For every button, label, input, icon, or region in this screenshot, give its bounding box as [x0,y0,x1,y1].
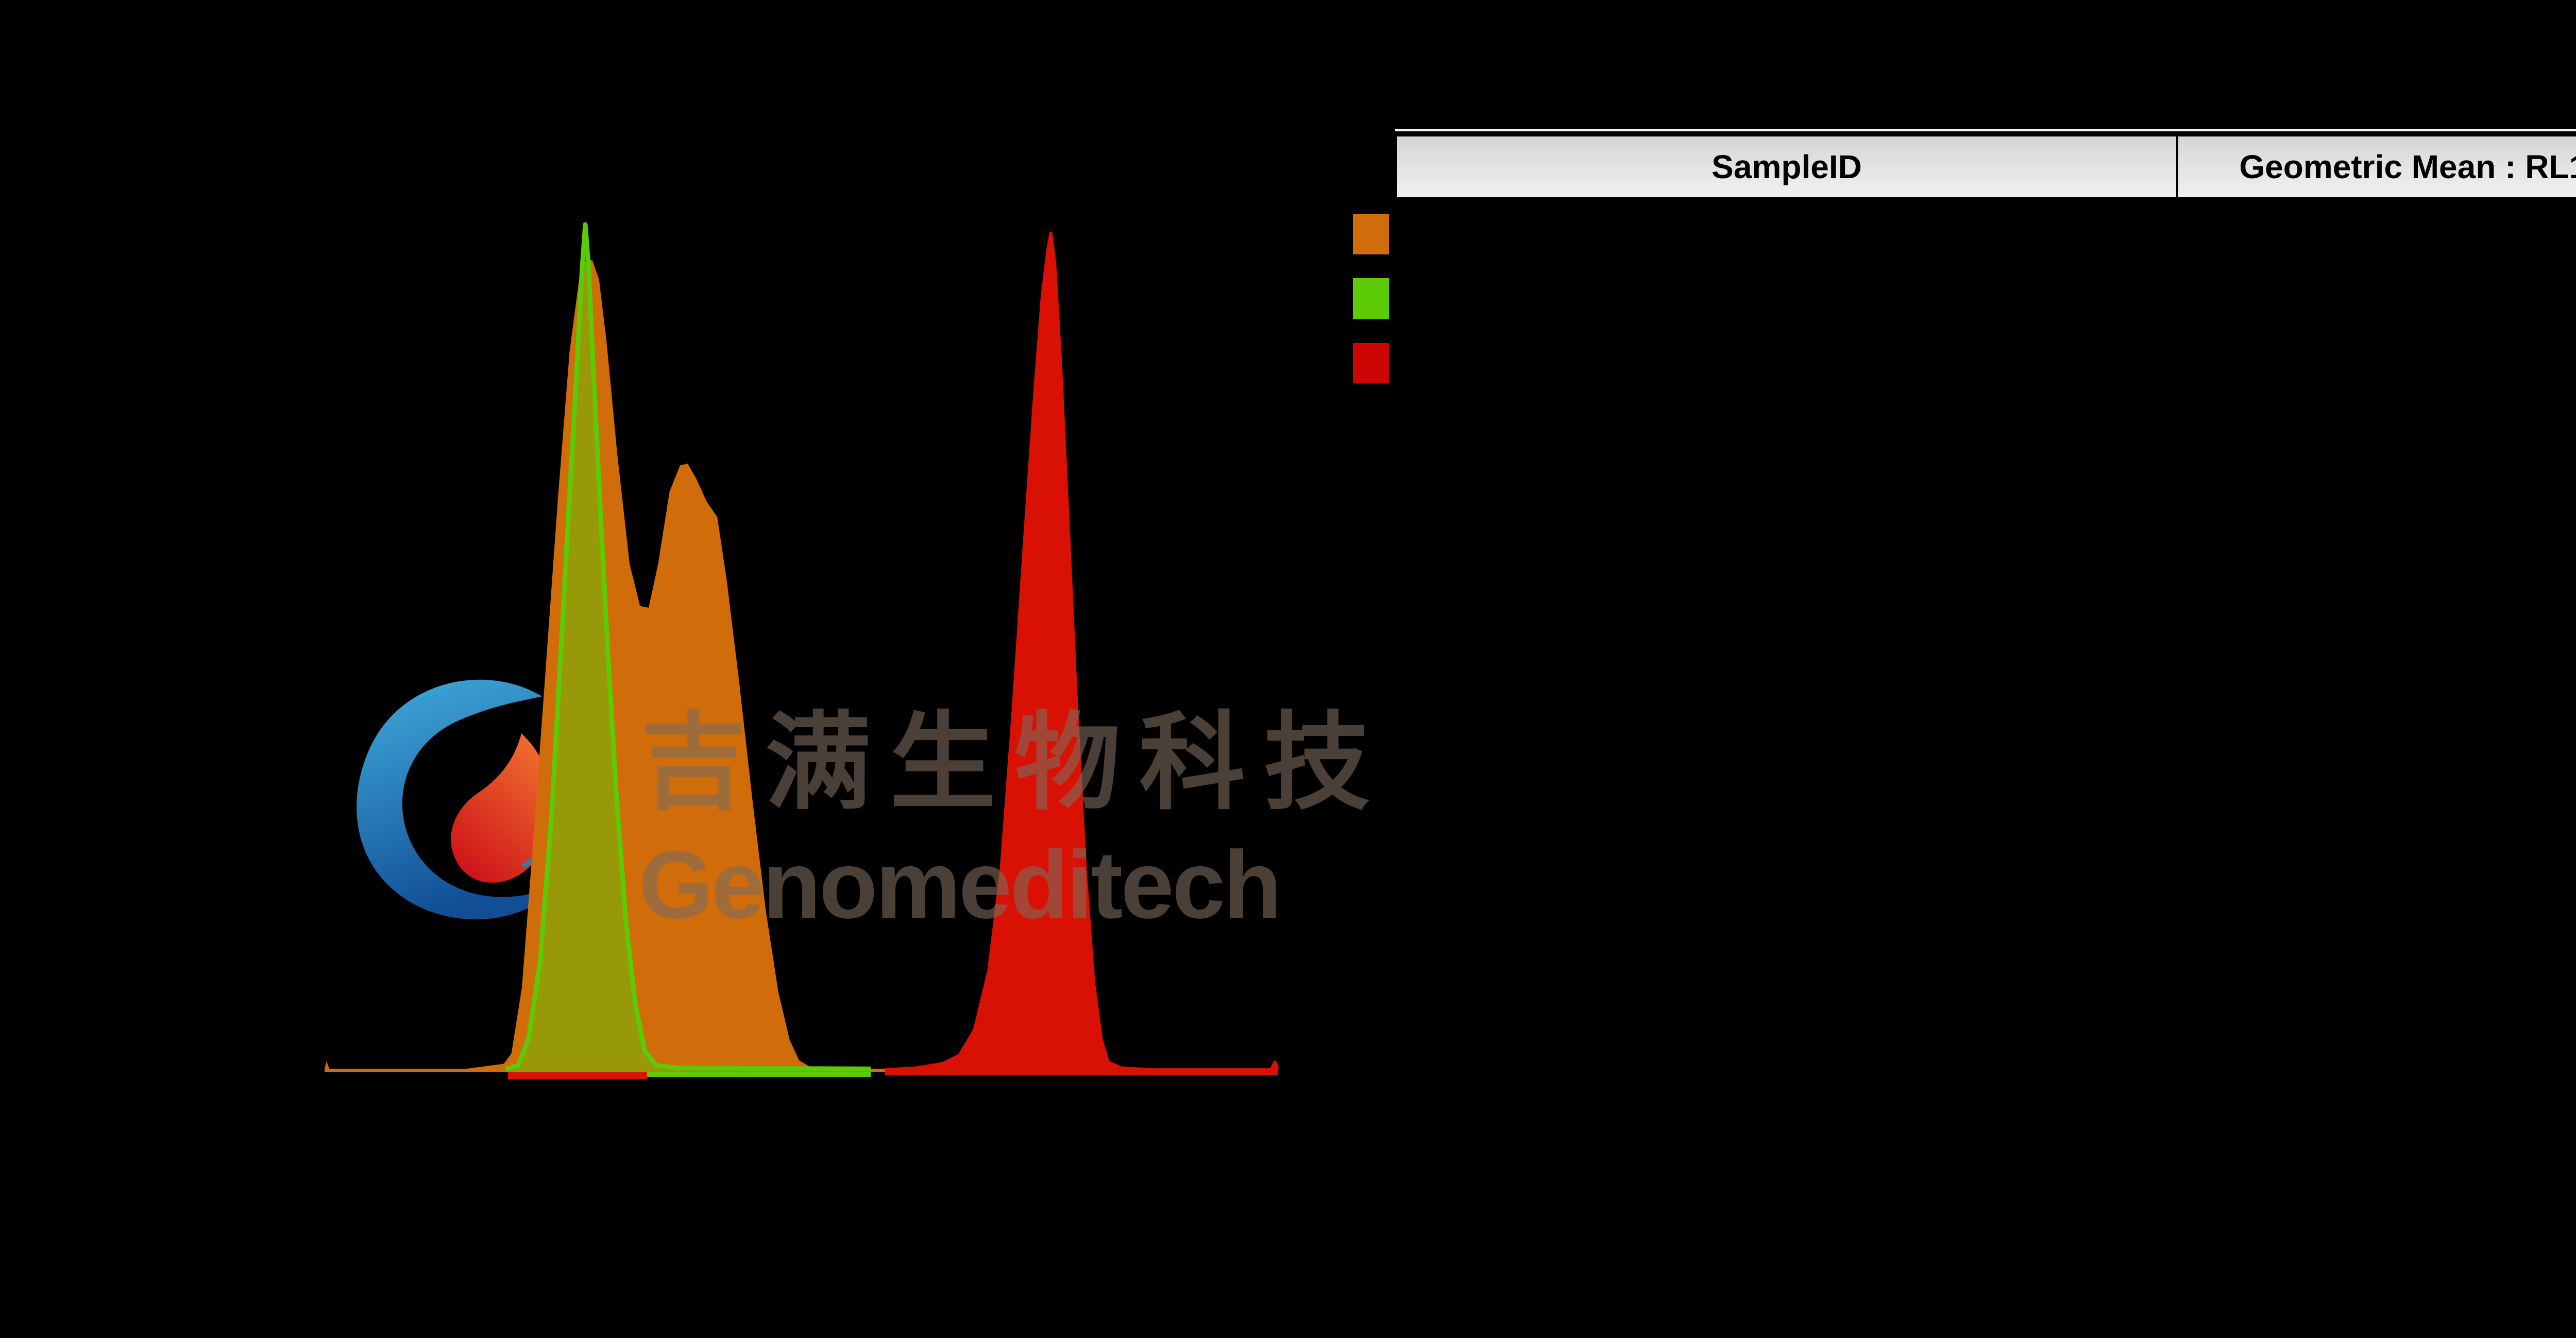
legend [1353,214,1389,383]
table-header-row: SampleID Geometric Mean : RL1-H [1395,134,2576,199]
legend-swatch-sample-2 [1353,278,1389,319]
histogram-orange-area [325,260,1278,1073]
legend-swatch-sample-3 [1353,343,1389,383]
watermark-company-en: Genomeditech [639,832,1280,938]
histogram-green-outline [505,222,871,1071]
column-header-geometric-mean: Geometric Mean : RL1-H [2239,148,2576,185]
legend-swatch-sample-1 [1353,214,1389,254]
histogram-overlay [325,222,1279,1079]
results-table: SampleID Geometric Mean : RL1-H [1395,129,2576,199]
histogram-green-area [505,225,871,1072]
watermark-company-cn: 吉满生物科技 [640,704,1388,822]
red-zero-underline [508,1072,647,1079]
column-header-sampleid: SampleID [1397,136,2178,197]
green-zero-underline [647,1072,871,1077]
histogram-red-area [885,233,1278,1075]
histogram-red-outline [885,231,1279,1072]
table-top-rule [1395,129,2576,131]
logo-red-teardrop [451,733,552,883]
logo-blue-crescent [357,679,563,920]
